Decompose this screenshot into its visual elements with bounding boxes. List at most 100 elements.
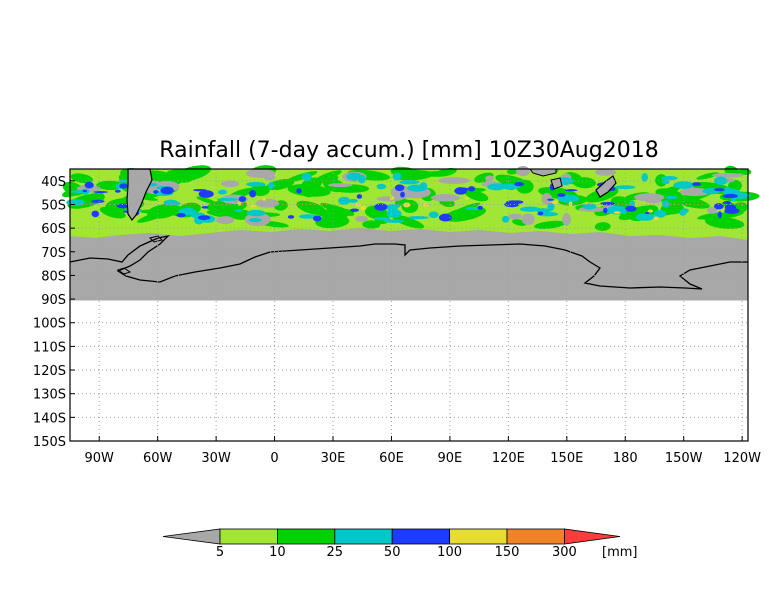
rain-patch-10-25: [206, 210, 241, 219]
rain-patch-50-100: [350, 208, 360, 212]
longitude-label: 150W: [665, 451, 703, 466]
rain-patch-25-50: [547, 202, 555, 212]
figure-title: Rainfall (7-day accum.) [mm] 10Z30Aug201…: [159, 138, 658, 163]
rain-patch-25-50: [386, 209, 402, 219]
longitude-label: 60W: [143, 451, 173, 466]
rain-patch-50-100: [296, 188, 302, 194]
rain-patch-below-5: [516, 166, 530, 177]
rain-patch-50-100: [238, 196, 247, 202]
rain-patch-below-5: [327, 183, 353, 188]
rain-patch-50-100: [84, 181, 94, 189]
rain-patch-25-50: [248, 218, 262, 223]
rain-patch-50-100: [193, 188, 207, 192]
rain-patch-25-50: [376, 183, 387, 190]
rain-patch-50-100: [356, 194, 363, 199]
colorbar-legend: 5 10 25 50 100 150 300 [mm]: [162, 528, 637, 560]
rain-patch-10-25: [143, 170, 182, 185]
colorbar-threshold-label: 10: [269, 545, 286, 560]
rain-patch-25-50: [501, 215, 510, 223]
rain-patch-10-25: [465, 189, 489, 202]
latitude-label: 140S: [33, 411, 66, 426]
rain-patch-25-50: [661, 200, 670, 208]
antarctica-coastline: [69, 234, 748, 290]
longitude-label: 60E: [379, 451, 404, 466]
colorbar-threshold-label: 50: [384, 545, 401, 560]
rain-patch-25-50: [246, 209, 266, 217]
rain-patch-50-100: [564, 189, 578, 192]
rain-patch-10-25: [79, 192, 104, 206]
rainfall-lower-edge: [70, 228, 748, 241]
rain-patch-50-100: [600, 201, 616, 206]
colorbar-segment-above-max: [564, 528, 621, 545]
rain-patch-25-50: [713, 176, 728, 186]
rain-patch-below-5: [438, 177, 470, 184]
rain-patch-25-50: [614, 185, 636, 190]
rain-patch-50-100: [400, 191, 405, 198]
colorbar-segment: [219, 528, 278, 545]
rain-patch-50-100: [312, 215, 322, 222]
longitude-label: 120W: [723, 451, 761, 466]
rain-patch-50-100: [713, 188, 725, 192]
rain-patch-10-25: [572, 177, 596, 189]
rain-patch-100-150: [360, 205, 367, 211]
rain-patch-50-100: [625, 205, 637, 212]
rain-patch-25-50: [680, 208, 689, 213]
gridlines: [70, 169, 748, 442]
rain-patch-below-5: [541, 192, 553, 205]
rain-patch-25-50: [347, 198, 358, 203]
latitude-label: 110S: [33, 340, 66, 355]
rain-patch-25-50: [268, 181, 275, 189]
rain-patch-below-5: [255, 198, 279, 208]
rain-patch-25-50: [582, 203, 597, 210]
rain-patch-below-5: [594, 168, 617, 176]
rain-patch-50-100: [603, 207, 608, 214]
rain-patch-25-50: [665, 195, 678, 200]
rain-patch-10-25: [704, 216, 745, 229]
rain-patch-25-50: [407, 184, 428, 192]
antarctic-peninsula-islands: [116, 235, 163, 275]
rain-patch-10-25: [296, 200, 326, 215]
rain-patch-10-25: [534, 220, 566, 229]
rain-patch-below-5: [634, 193, 665, 202]
rain-patch-100-150: [653, 216, 660, 221]
rain-patch-below-5: [485, 175, 494, 182]
rain-patch-25-50: [216, 197, 239, 201]
rain-patch-below-5: [508, 213, 523, 220]
colorbar-segment: [334, 528, 393, 545]
latitude-label: 60S: [41, 222, 66, 237]
rain-patch-50-100: [374, 203, 388, 211]
colorbar-threshold-label: 5: [216, 545, 224, 560]
rain-patch-10-25: [166, 168, 199, 174]
rain-patch-50-100: [198, 190, 214, 198]
rain-patch-10-25: [287, 184, 331, 197]
latitude-label: 120S: [33, 364, 66, 379]
longitude-label: 90E: [438, 451, 463, 466]
longitude-label: 0: [270, 451, 278, 466]
rain-patch-10-25: [618, 205, 652, 220]
colorbar-labels: 5 10 25 50 100 150 300: [216, 545, 577, 560]
rain-patch-25-50: [217, 189, 228, 195]
rain-patch-10-25: [218, 206, 250, 217]
rain-patch-below-5: [355, 215, 368, 222]
rain-patch-below-5: [245, 168, 276, 178]
rain-patch-50-100: [537, 211, 544, 216]
rain-patch-50-100: [691, 182, 702, 187]
colorbar-segment: [276, 528, 336, 545]
rain-patch-10-25: [392, 215, 425, 229]
rain-patch-50-100: [467, 186, 476, 192]
rain-patch-25-50: [66, 199, 85, 206]
latitude-labels: 40S 50S 60S 70S 80S 90S 100S 110S 120S 130S 140S 15…: [33, 175, 75, 450]
rain-patch-25-50: [373, 216, 391, 221]
rain-patch-100-150: [250, 204, 256, 208]
map-frame: [69, 168, 749, 442]
rain-patch-25-50: [245, 181, 266, 187]
rain-patch-below-5: [679, 187, 711, 197]
rain-patch-25-50: [465, 206, 482, 211]
rain-patch-25-50: [628, 200, 636, 207]
colorbar-threshold-label: 300: [552, 545, 577, 560]
rain-patch-below-5: [562, 213, 572, 226]
colorbar-threshold-label: 150: [495, 545, 520, 560]
rain-patch-100-150: [613, 211, 621, 214]
rain-patch-50-100: [160, 186, 174, 195]
